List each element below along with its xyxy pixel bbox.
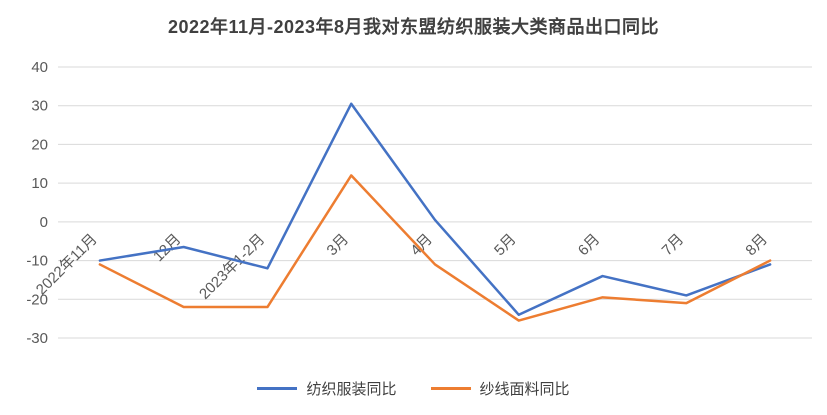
- x-axis-category-label: 6月: [575, 231, 604, 260]
- legend-label: 纱线面料同比: [479, 381, 570, 398]
- series-line-1: [98, 174, 772, 322]
- series-line-0: [98, 102, 772, 317]
- chart-legend: 纺织服装同比 纱线面料同比: [0, 378, 827, 399]
- legend-item-yarn-fabric: 纱线面料同比: [430, 378, 570, 399]
- x-axis-category-label: 8月: [742, 231, 771, 260]
- legend-item-textile-apparel: 纺织服装同比: [257, 378, 397, 399]
- x-axis-category-label: 7月: [659, 231, 688, 260]
- legend-line-sample-orange: [430, 387, 471, 390]
- y-axis-tick-label: -10: [26, 253, 48, 270]
- chart-title: 2022年11月-2023年8月我对东盟纺织服装大类商品出口同比: [167, 17, 660, 37]
- y-axis-tick-label: 30: [31, 98, 48, 115]
- legend-line-sample-blue: [257, 387, 298, 390]
- y-axis-tick-label: 10: [31, 175, 48, 192]
- legend-label: 纺织服装同比: [306, 381, 397, 398]
- y-axis-tick-label: 20: [31, 136, 48, 153]
- y-axis-tick-label: -20: [26, 291, 48, 308]
- x-axis-category-label: 3月: [324, 231, 353, 260]
- x-axis-category-label: 4月: [407, 231, 436, 260]
- y-axis-tick-label: 40: [31, 59, 48, 76]
- y-axis-tick-label: 0: [40, 214, 48, 231]
- x-axis-category-label: 5月: [491, 231, 520, 260]
- y-axis-tick-label: -30: [26, 330, 48, 347]
